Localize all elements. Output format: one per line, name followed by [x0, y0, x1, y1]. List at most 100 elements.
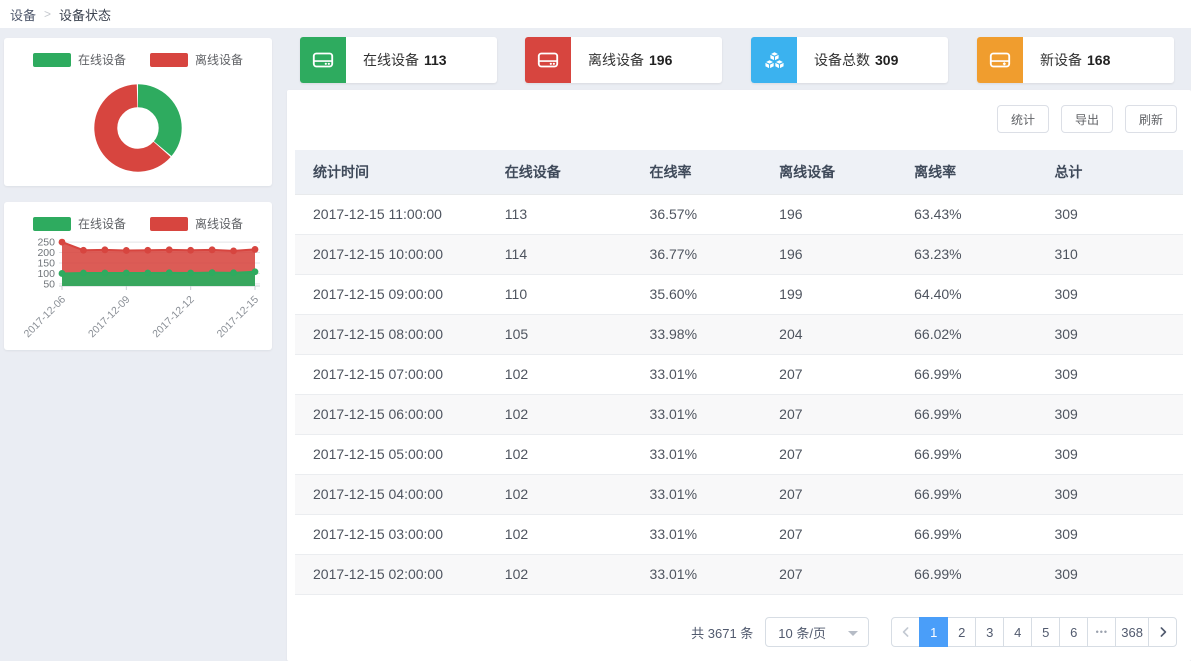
svg-text:250: 250	[37, 237, 55, 249]
stat-card-label: 设备总数	[814, 52, 870, 68]
device-status-table-wrap: 统计时间 在线设备 在线率 离线设备 离线率 总计 2017-12-15 11:00:00…	[295, 150, 1183, 595]
table-cell: 64.40%	[896, 274, 1037, 315]
table-cell: 2017-12-15 04:00:00	[295, 474, 487, 515]
stat-card-online-devices: 在线设备 113	[300, 37, 497, 83]
page-button-3[interactable]: 3	[975, 617, 1005, 647]
device-status-table: 统计时间 在线设备 在线率 离线设备 离线率 总计 2017-12-15 11:00:00…	[295, 150, 1183, 595]
table-row: 2017-12-15 08:00:00 105 33.98% 204 66.02% 309	[295, 314, 1183, 355]
device-status-panel: 统计 导出 刷新 统计时间 在线设备 在线率 离线设备 离线率 总计 2017-12-15 1…	[287, 90, 1191, 661]
table-cell: 35.60%	[631, 274, 762, 315]
table-cell: 207	[761, 474, 897, 515]
svg-text:50: 50	[43, 278, 55, 290]
page-size-value: 10 条/页	[778, 625, 826, 641]
table-cell: 309	[1036, 434, 1183, 475]
page-button-1[interactable]: 1	[919, 617, 949, 647]
table-cell: 110	[486, 274, 632, 315]
table-cell: 114	[486, 234, 632, 275]
page-button-4[interactable]: 4	[1003, 617, 1033, 647]
line-chart-card: 在线设备 离线设备 250 200 150 100 50 2017-12-06 2017-12…	[4, 202, 272, 350]
table-row: 2017-12-15 09:00:00 110 35.60% 199 64.40% 309	[295, 274, 1183, 315]
stat-card-value: 196	[649, 52, 673, 68]
cubes-icon	[751, 37, 797, 83]
stat-card-new-devices: 新设备 168	[977, 37, 1174, 83]
table-cell: 66.99%	[896, 554, 1037, 595]
table-cell: 102	[486, 354, 632, 395]
page-ellipsis[interactable]: •••	[1087, 617, 1117, 647]
line-legend-item-1[interactable]: 离线设备	[150, 215, 243, 232]
page-button-5[interactable]: 5	[1031, 617, 1061, 647]
donut-chart-legend: 在线设备 离线设备	[4, 38, 272, 68]
table-cell: 2017-12-15 02:00:00	[295, 554, 487, 595]
table-cell: 36.77%	[631, 234, 762, 275]
hdd-icon	[525, 37, 571, 83]
table-cell: 113	[486, 194, 632, 235]
page-button-2[interactable]: 2	[947, 617, 977, 647]
table-cell: 309	[1036, 554, 1183, 595]
legend-label: 离线设备	[195, 217, 244, 231]
table-cell: 33.01%	[631, 394, 762, 435]
stat-card-value: 309	[875, 52, 899, 68]
donut-legend-item-0[interactable]: 在线设备	[32, 51, 126, 68]
table-cell: 2017-12-15 09:00:00	[295, 274, 487, 315]
page-button-6[interactable]: 6	[1059, 617, 1089, 647]
stat-card-text: 离线设备 196	[588, 50, 672, 70]
table-cell: 207	[761, 434, 897, 475]
table-cell: 2017-12-15 06:00:00	[295, 394, 487, 435]
page-size-select[interactable]: 10 条/页	[765, 617, 870, 647]
stat-card-text: 设备总数 309	[814, 50, 898, 70]
donut-chart	[92, 82, 184, 179]
table-cell: 309	[1036, 314, 1183, 355]
table-cell: 2017-12-15 05:00:00	[295, 434, 487, 475]
table-header-cell: 在线率	[631, 150, 762, 195]
table-cell: 66.99%	[896, 354, 1037, 395]
table-cell: 207	[761, 354, 897, 395]
chevron-down-icon	[848, 631, 859, 641]
table-cell: 33.01%	[631, 514, 762, 555]
table-cell: 2017-12-15 08:00:00	[295, 314, 487, 355]
legend-swatch-icon	[32, 52, 71, 67]
donut-chart-card: 在线设备 离线设备	[4, 38, 272, 186]
table-cell: 309	[1036, 354, 1183, 395]
total-count-label: 共 3671 条	[691, 625, 754, 641]
table-cell: 63.43%	[896, 194, 1037, 235]
svg-text:150: 150	[37, 258, 55, 270]
page-button-368[interactable]: 368	[1115, 617, 1149, 647]
table-cell: 102	[486, 394, 632, 435]
table-header-row: 统计时间 在线设备 在线率 离线设备 离线率 总计	[295, 150, 1183, 195]
table-row: 2017-12-15 02:00:00 102 33.01% 207 66.99% 309	[295, 554, 1183, 595]
line-legend-item-0[interactable]: 在线设备	[32, 215, 126, 232]
refresh-button[interactable]: 刷新	[1124, 105, 1177, 133]
table-cell: 105	[486, 314, 632, 355]
table-cell: 310	[1036, 234, 1183, 275]
table-row: 2017-12-15 10:00:00 114 36.77% 196 63.23% 310	[295, 234, 1183, 275]
table-row: 2017-12-15 04:00:00 102 33.01% 207 66.99% 309	[295, 474, 1183, 515]
table-cell: 102	[486, 474, 632, 515]
stat-card-offline-devices: 离线设备 196	[525, 37, 722, 83]
toolbar: 统计 导出 刷新	[996, 105, 1177, 133]
table-cell: 207	[761, 514, 897, 555]
statistics-button[interactable]: 统计	[996, 105, 1049, 133]
chevron-left-icon	[902, 627, 909, 637]
export-button[interactable]: 导出	[1060, 105, 1113, 133]
table-header-cell: 在线设备	[486, 150, 632, 195]
table-cell: 36.57%	[631, 194, 762, 235]
table-cell: 66.99%	[896, 474, 1037, 515]
table-cell: 66.99%	[896, 514, 1037, 555]
table-cell: 309	[1036, 194, 1183, 235]
breadcrumb-item-devices[interactable]: 设备	[10, 7, 37, 23]
table-row: 2017-12-15 05:00:00 102 33.01% 207 66.99% 309	[295, 434, 1183, 475]
legend-swatch-icon	[150, 216, 188, 231]
donut-legend-item-1[interactable]: 离线设备	[150, 51, 243, 68]
table-cell: 207	[761, 394, 897, 435]
svg-text:2017-12-06: 2017-12-06	[22, 294, 69, 341]
table-cell: 2017-12-15 03:00:00	[295, 514, 487, 555]
line-chart: 250 200 150 100 50 2017-12-06 2017-12-09 2017-1…	[4, 234, 272, 351]
next-page-button[interactable]	[1148, 617, 1177, 647]
table-header-cell: 离线设备	[761, 150, 897, 195]
table-header-cell: 统计时间	[295, 150, 487, 195]
svg-text:2017-12-12: 2017-12-12	[150, 294, 197, 341]
breadcrumb-separator-icon: >	[44, 7, 52, 21]
table-cell: 33.01%	[631, 554, 762, 595]
prev-page-button[interactable]	[891, 617, 921, 647]
table-cell: 66.02%	[896, 314, 1037, 355]
